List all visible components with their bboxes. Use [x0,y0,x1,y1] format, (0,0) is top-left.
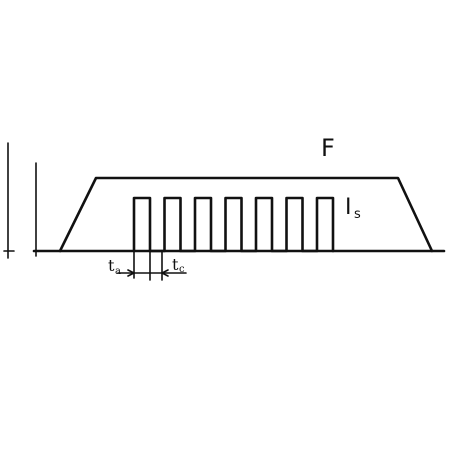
time-a-label: t [108,256,115,275]
force-label: F [321,134,335,162]
tc-arrowhead [160,269,169,277]
force-trapezoid [58,176,434,253]
time-c-label: t [172,255,179,274]
time-a-subscript: a [115,266,121,277]
current-label-subscript: s [354,207,361,222]
time-c-subscript: c [179,264,185,275]
ta-arrowhead [127,269,136,277]
timing-markers [117,250,187,281]
current-pulse-train [132,196,335,253]
current-label: I [345,195,352,220]
